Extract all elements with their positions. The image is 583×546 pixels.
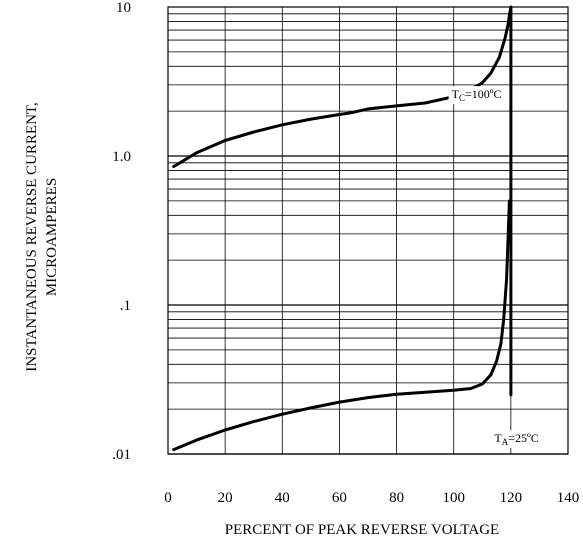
x-tick-label: 0: [164, 490, 172, 506]
x-tick-label: 20: [218, 490, 233, 506]
y-axis-label-line-1: INSTANTANEOUS REVERSE CURRENT,: [24, 102, 40, 371]
x-tick-label: 140: [557, 490, 580, 506]
series-label: TA=25ºC: [494, 431, 538, 447]
x-tick-label: 100: [442, 490, 465, 506]
series-label: TC=100ºC: [452, 87, 502, 103]
series-label-background: [448, 86, 505, 105]
series-line: [172, 199, 511, 452]
y-axis-label-line-2: MICROAMPERES: [44, 178, 60, 296]
y-tick-label: .1: [120, 298, 131, 314]
x-axis-label: PERCENT OF PEAK REVERSE VOLTAGE: [225, 522, 499, 538]
x-tick-label: 60: [332, 490, 347, 506]
y-tick-label: .01: [112, 447, 131, 463]
y-tick-label: 1.0: [112, 149, 131, 165]
x-tick-label: 80: [389, 490, 404, 506]
series-label-background: [491, 430, 542, 449]
x-tick-label: 120: [500, 490, 523, 506]
y-tick-label: 10: [116, 0, 131, 16]
plot-frame: [167, 6, 569, 455]
series-labels: TC=100ºC TA=25ºC: [448, 86, 542, 449]
y-axis-label: INSTANTANEOUS REVERSE CURRENT, MICROAMPE…: [24, 102, 60, 371]
x-tick-label: 40: [275, 490, 290, 506]
